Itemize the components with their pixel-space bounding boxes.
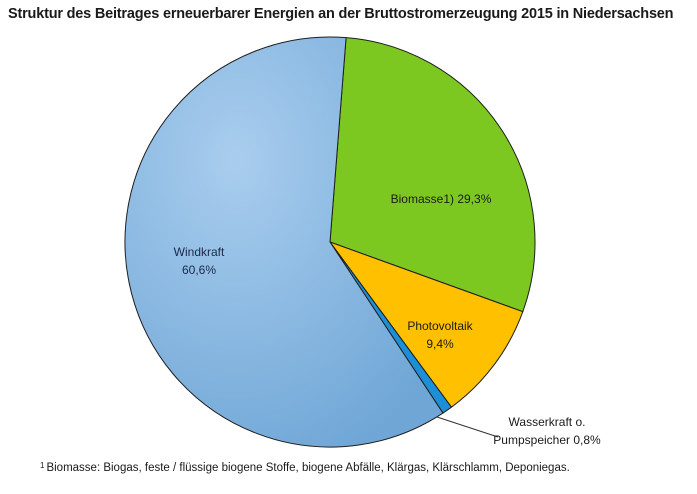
label-windkraft-value: 60,6% <box>182 263 216 277</box>
label-photovoltaik-value: 9,4% <box>426 337 454 351</box>
label-wasserkraft-name: Wasserkraft o. <box>509 415 586 429</box>
footnote: 1 Biomasse: Biogas, feste / flüssige biog… <box>40 461 570 474</box>
label-wasserkraft-value: Pumpspeicher 0,8% <box>493 433 601 447</box>
slice-photovoltaik <box>328 240 524 408</box>
chart-title: Struktur des Beitrages erneuerbarer Ener… <box>8 6 674 22</box>
wasserkraft-leader-line <box>436 416 499 438</box>
slice-windkraft <box>124 36 444 448</box>
footnote-marker: 1 <box>40 461 45 470</box>
label-windkraft-name: Windkraft <box>174 245 225 259</box>
label-biomasse: Biomasse1) 29,3% <box>391 192 492 206</box>
slice-biomasse1 <box>329 37 536 313</box>
label-photovoltaik-name: Photovoltaik <box>407 319 473 333</box>
footnote-text: Biomasse: Biogas, feste / flüssige bioge… <box>46 462 570 474</box>
